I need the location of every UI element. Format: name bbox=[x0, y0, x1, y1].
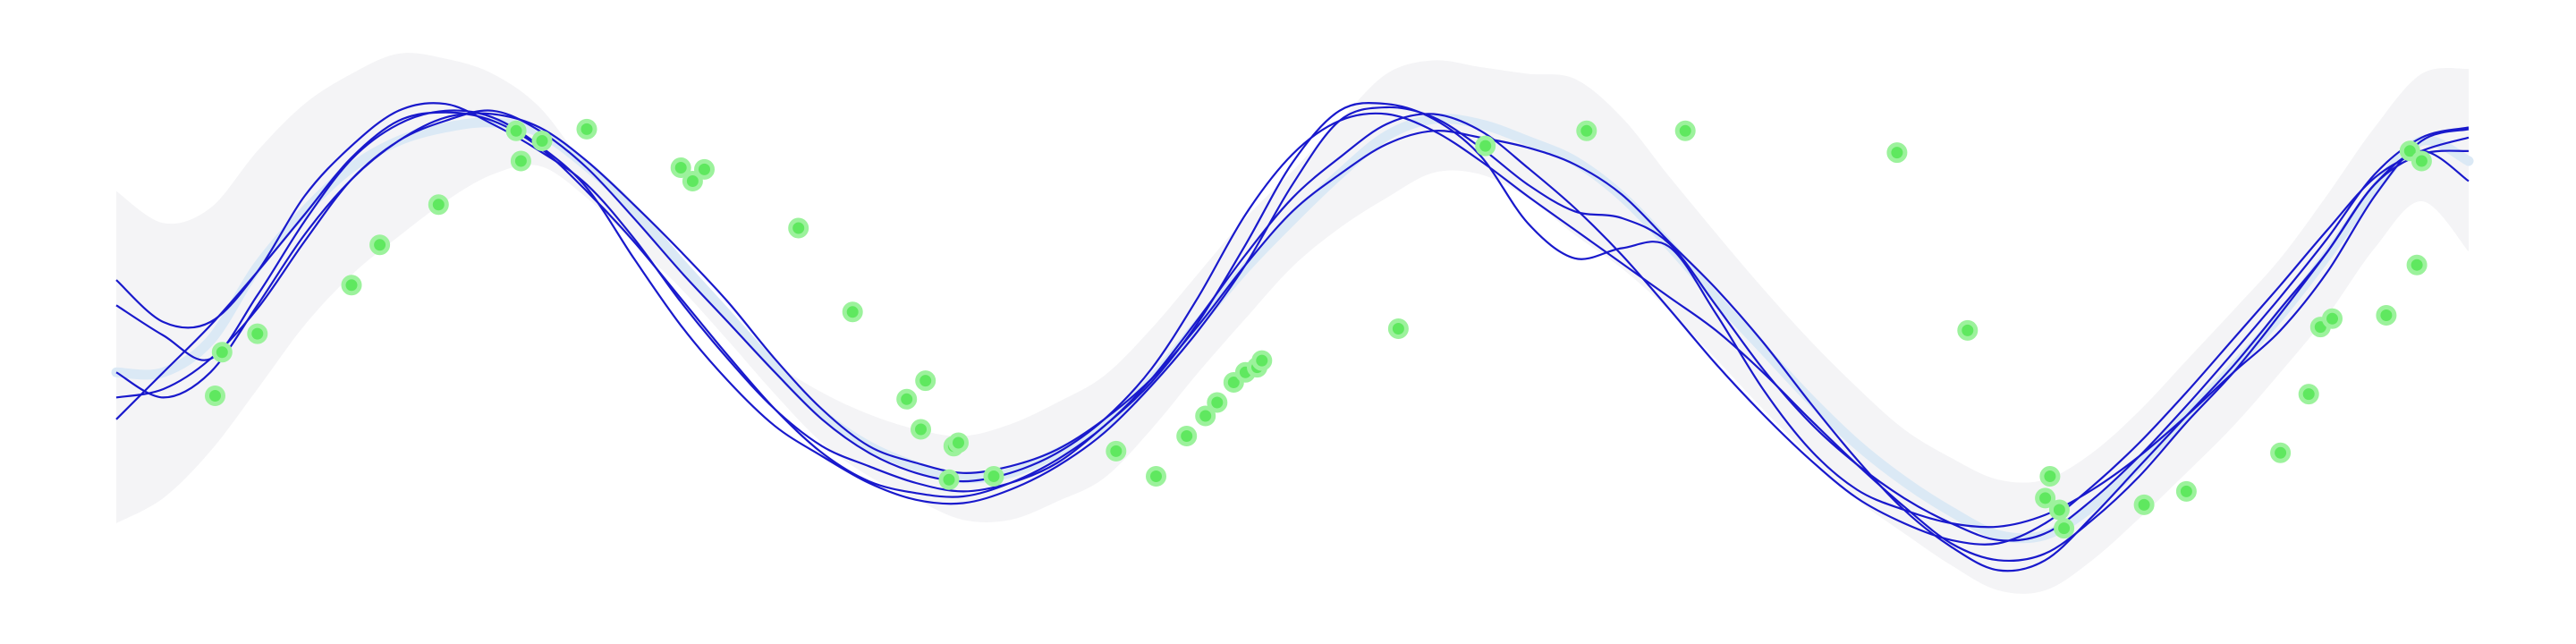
observation-point bbox=[788, 217, 809, 239]
observation-point bbox=[948, 432, 969, 453]
observation-point bbox=[2270, 442, 2292, 463]
observation-point bbox=[915, 370, 936, 392]
observation-point bbox=[670, 157, 691, 178]
confidence-band-layer bbox=[116, 53, 2469, 594]
observation-point bbox=[2376, 305, 2397, 326]
observation-point bbox=[938, 469, 960, 490]
observation-point bbox=[2039, 466, 2061, 487]
observation-point bbox=[694, 158, 715, 180]
observation-point bbox=[2298, 384, 2319, 405]
observation-point bbox=[505, 120, 527, 141]
observation-point bbox=[2133, 494, 2155, 515]
observation-point bbox=[911, 419, 931, 440]
observation-point bbox=[247, 323, 268, 344]
observation-point bbox=[682, 171, 703, 191]
observation-point bbox=[2406, 254, 2428, 275]
sample-line-3 bbox=[115, 109, 2470, 563]
observation-point bbox=[1475, 135, 1496, 157]
observation-point bbox=[1576, 120, 1597, 141]
observation-point bbox=[1251, 350, 1273, 371]
observation-point bbox=[1106, 440, 1127, 462]
observation-point bbox=[211, 342, 233, 363]
observation-point bbox=[341, 275, 362, 296]
sample-line-5 bbox=[115, 111, 2470, 546]
observation-point bbox=[369, 234, 391, 256]
observation-point bbox=[510, 150, 531, 172]
observation-point bbox=[983, 466, 1004, 487]
observation-point bbox=[1886, 142, 1908, 164]
observation-point bbox=[1195, 405, 1216, 427]
observation-points-layer bbox=[205, 118, 2432, 539]
observation-point bbox=[1674, 120, 1696, 141]
observation-point bbox=[2322, 308, 2343, 329]
observation-point bbox=[1176, 426, 1198, 446]
confidence-band bbox=[116, 53, 2469, 594]
observation-point bbox=[2175, 480, 2197, 502]
sample-line-2 bbox=[115, 106, 2470, 542]
sample-line-4 bbox=[115, 112, 2470, 572]
observation-point bbox=[531, 131, 553, 151]
observation-point bbox=[2411, 150, 2432, 172]
observation-point bbox=[1957, 319, 1979, 341]
observation-point bbox=[842, 301, 863, 323]
observation-point bbox=[896, 388, 918, 410]
observation-point bbox=[2035, 487, 2056, 509]
observation-point bbox=[428, 194, 449, 216]
observation-point bbox=[1387, 318, 1409, 339]
observation-point bbox=[2054, 518, 2075, 539]
observation-point bbox=[1207, 392, 1228, 413]
observation-point bbox=[2048, 499, 2070, 521]
observation-point bbox=[205, 386, 225, 406]
observation-point bbox=[576, 118, 597, 140]
observation-point bbox=[1146, 466, 1166, 487]
